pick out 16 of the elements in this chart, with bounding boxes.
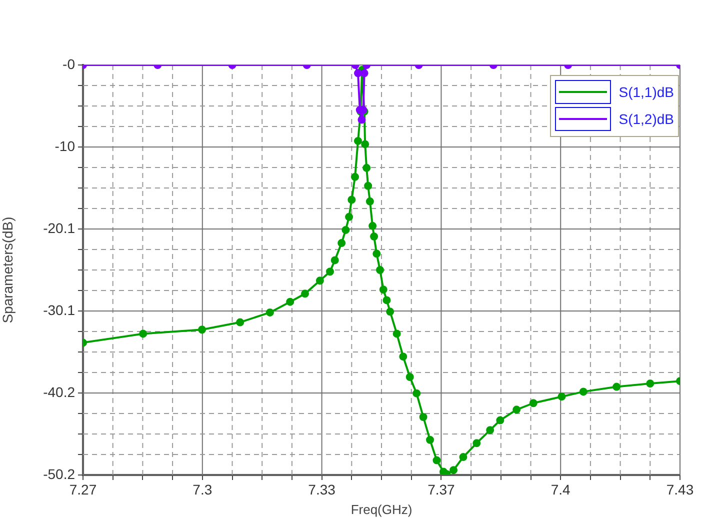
- x-tick-label: 7.37: [428, 481, 456, 498]
- y-tick-label: -50.2: [43, 466, 76, 482]
- x-tick-label: 7.27: [69, 481, 97, 498]
- legend-label: S(1,2)dB: [618, 111, 674, 127]
- x-tick-label: 7.4: [550, 481, 571, 498]
- y-tick-label: -40.2: [43, 384, 76, 400]
- y-tick-label: -20.1: [43, 220, 76, 236]
- y-tick-label: -0: [62, 56, 76, 72]
- x-tick-label: 7.33: [308, 481, 336, 498]
- y-tick-label: -10: [54, 138, 76, 154]
- x-axis-title: Freq(GHz): [350, 502, 412, 517]
- y-axis-title: Sparameters(dB): [0, 216, 16, 324]
- legend-label: S(1,1)dB: [618, 84, 674, 100]
- y-tick-label: -30.1: [43, 302, 76, 318]
- x-tick-label: 7.43: [666, 481, 694, 498]
- x-tick-label: 7.3: [192, 481, 212, 498]
